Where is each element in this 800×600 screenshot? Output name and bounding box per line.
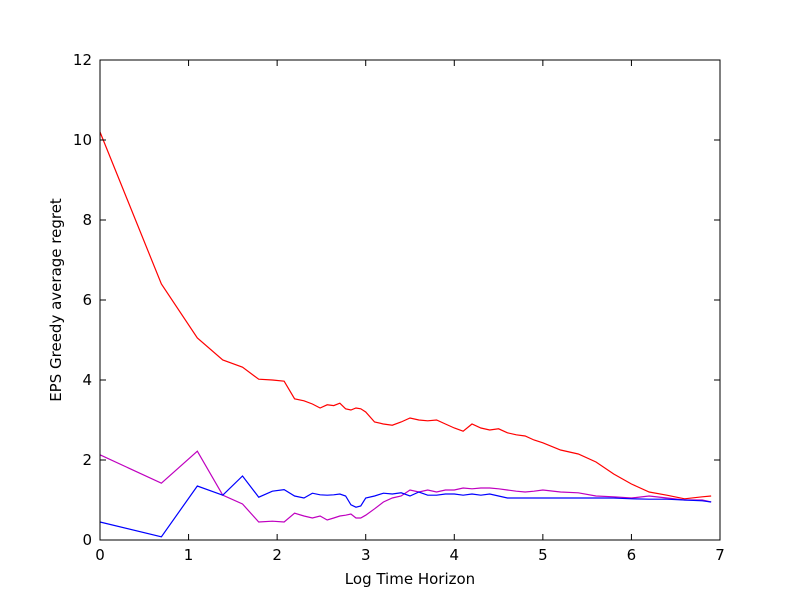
y-axis-label: EPS Greedy average regret <box>47 198 65 402</box>
data-line <box>99 131 712 500</box>
y-tick-label: 12 <box>73 51 92 69</box>
x-tick-label: 1 <box>184 546 194 564</box>
y-tick-label: 0 <box>82 531 92 549</box>
x-tick-label: 7 <box>715 546 725 564</box>
y-tick-label: 8 <box>82 211 92 229</box>
y-tick-label: 4 <box>82 371 92 389</box>
data-line <box>99 475 712 538</box>
x-axis-label: Log Time Horizon <box>345 570 475 588</box>
x-tick-label: 3 <box>361 546 371 564</box>
data-line <box>99 450 712 523</box>
y-tick-label: 2 <box>82 451 92 469</box>
x-tick-label: 4 <box>450 546 460 564</box>
y-tick-label: 10 <box>73 131 92 149</box>
y-tick-label: 6 <box>82 291 92 309</box>
x-tick-label: 6 <box>627 546 637 564</box>
x-tick-label: 0 <box>95 546 105 564</box>
x-tick-label: 5 <box>538 546 548 564</box>
x-tick-label: 2 <box>272 546 282 564</box>
